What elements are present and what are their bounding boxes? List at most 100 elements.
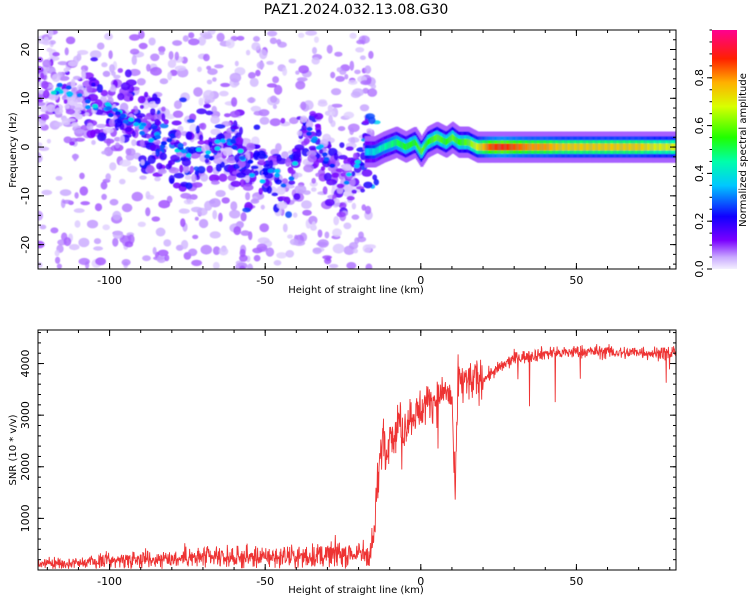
spectrogram-cell — [38, 89, 45, 95]
spectrogram-speckle — [209, 231, 221, 239]
spectrogram-speckle — [359, 55, 366, 60]
spectrogram-cell — [288, 180, 296, 186]
spectrogram-cell — [327, 104, 333, 113]
spectrogram-tone — [625, 143, 628, 151]
spectrogram-cell — [114, 136, 121, 142]
spectrogram-speckle — [138, 42, 148, 50]
spectrogram-speckle — [182, 35, 189, 42]
spectrogram-x-axis-label: Height of straight line (km) — [288, 285, 424, 296]
spectrogram-cell — [315, 129, 322, 137]
spectrogram-speckle — [287, 234, 294, 239]
spectrogram-cell — [90, 50, 98, 55]
spectrogram-cell — [109, 64, 115, 73]
spectrogram-speckle — [245, 192, 251, 201]
spectrogram-speckle — [212, 210, 218, 220]
spectrogram-speckle — [188, 38, 200, 46]
spectrogram-cell — [74, 129, 85, 134]
spectrogram-cell — [290, 169, 296, 175]
spectrogram-cell — [192, 182, 203, 188]
spectrogram-speckle — [189, 123, 197, 133]
spectrogram-cell — [333, 152, 339, 161]
spectrogram-speckle — [340, 64, 350, 72]
snr-series-line — [38, 344, 676, 569]
spectrogram-core — [306, 131, 312, 136]
spectrogram-speckle — [136, 78, 146, 86]
spectrogram-cell — [328, 115, 333, 124]
colorbar-ticks: 0.0 0.2 0.4 0.6 0.8 — [693, 29, 712, 278]
spectrogram-speckle — [119, 159, 131, 167]
spectrogram-speckle — [174, 65, 187, 71]
spectrogram-cell — [140, 139, 145, 148]
spectrogram-speckle — [311, 221, 316, 230]
spectrogram-tone — [661, 143, 664, 151]
spectrogram-speckle — [96, 42, 105, 50]
spectrogram-speckle — [93, 238, 102, 245]
spectrogram-speckle — [359, 104, 370, 112]
spectrogram-speckle — [164, 254, 170, 262]
spectrogram-cell — [204, 158, 210, 164]
spectrogram-cell — [339, 142, 345, 149]
spectrogram-cell — [346, 195, 355, 201]
spectrogram-cell — [242, 207, 251, 213]
spectrogram-speckle — [163, 239, 172, 247]
spectrogram-speckle — [108, 50, 113, 60]
spectrogram-speckle — [113, 74, 121, 79]
spectrogram-speckle — [139, 175, 147, 180]
spectrogram-tone — [606, 143, 609, 151]
spectrogram-speckle — [207, 68, 218, 75]
spectrogram-cell — [277, 196, 288, 201]
spectrogram-cell — [100, 95, 107, 100]
spectrogram-cell — [84, 112, 90, 117]
colorbar-tick-label: 0.2 — [693, 212, 706, 230]
spectrogram-speckle — [151, 216, 161, 222]
spectrogram-cell — [38, 76, 41, 83]
spectrogram-cell — [253, 170, 259, 176]
spectrogram-cell — [235, 136, 244, 145]
spectrogram-speckle — [311, 57, 320, 65]
spectrogram-cell — [172, 110, 184, 118]
spectrogram-speckle — [127, 165, 138, 173]
spectrogram-cell — [54, 107, 64, 115]
spectrogram-speckle — [142, 255, 151, 262]
spectrogram-speckle — [218, 212, 223, 222]
spectrogram-speckle — [332, 243, 345, 254]
spectrogram-cell — [186, 118, 195, 123]
spectrogram-cell — [39, 113, 50, 121]
spectrogram-cell — [180, 157, 186, 162]
spectrogram-speckle — [220, 82, 231, 88]
spectrogram-core — [122, 119, 129, 124]
spectrogram-cell — [275, 143, 282, 152]
spectrogram-cell — [86, 85, 93, 93]
spectrogram-speckle — [112, 237, 119, 247]
spectrogram-cell — [90, 57, 98, 62]
spectrogram-speckle — [311, 177, 317, 184]
spectrogram-speckle — [49, 40, 56, 45]
spectrogram-speckle — [295, 80, 306, 90]
spectrogram-core — [112, 107, 118, 112]
spectrogram-tone — [539, 143, 542, 151]
spectrogram-speckle — [255, 69, 261, 77]
spectrogram-cell — [38, 101, 46, 107]
spectrogram-core — [247, 159, 254, 164]
spectrogram-speckle — [112, 210, 122, 221]
spectrogram-speckle — [137, 221, 146, 227]
spectrogram-cell — [336, 211, 346, 218]
spectrogram-speckle — [154, 176, 161, 182]
spectrogram-cell — [70, 78, 76, 88]
spectrogram-cell — [159, 123, 169, 129]
spectrogram-speckle — [259, 223, 270, 233]
spectrogram-core — [343, 180, 350, 185]
spectrogram-cell — [266, 185, 273, 194]
spectrogram-cell — [229, 110, 241, 118]
spectrogram-cell — [372, 174, 378, 181]
x-tick-label: 0 — [417, 575, 424, 588]
spectrogram-tone — [545, 143, 548, 151]
spectrogram-speckle — [295, 70, 300, 75]
spectrogram-cell — [140, 159, 145, 166]
spectrogram-speckle — [229, 72, 242, 83]
spectrogram-speckle — [191, 259, 203, 267]
spectrogram-cell — [323, 172, 332, 182]
spectrogram-speckle — [332, 228, 342, 238]
spectrogram-core — [274, 173, 281, 178]
